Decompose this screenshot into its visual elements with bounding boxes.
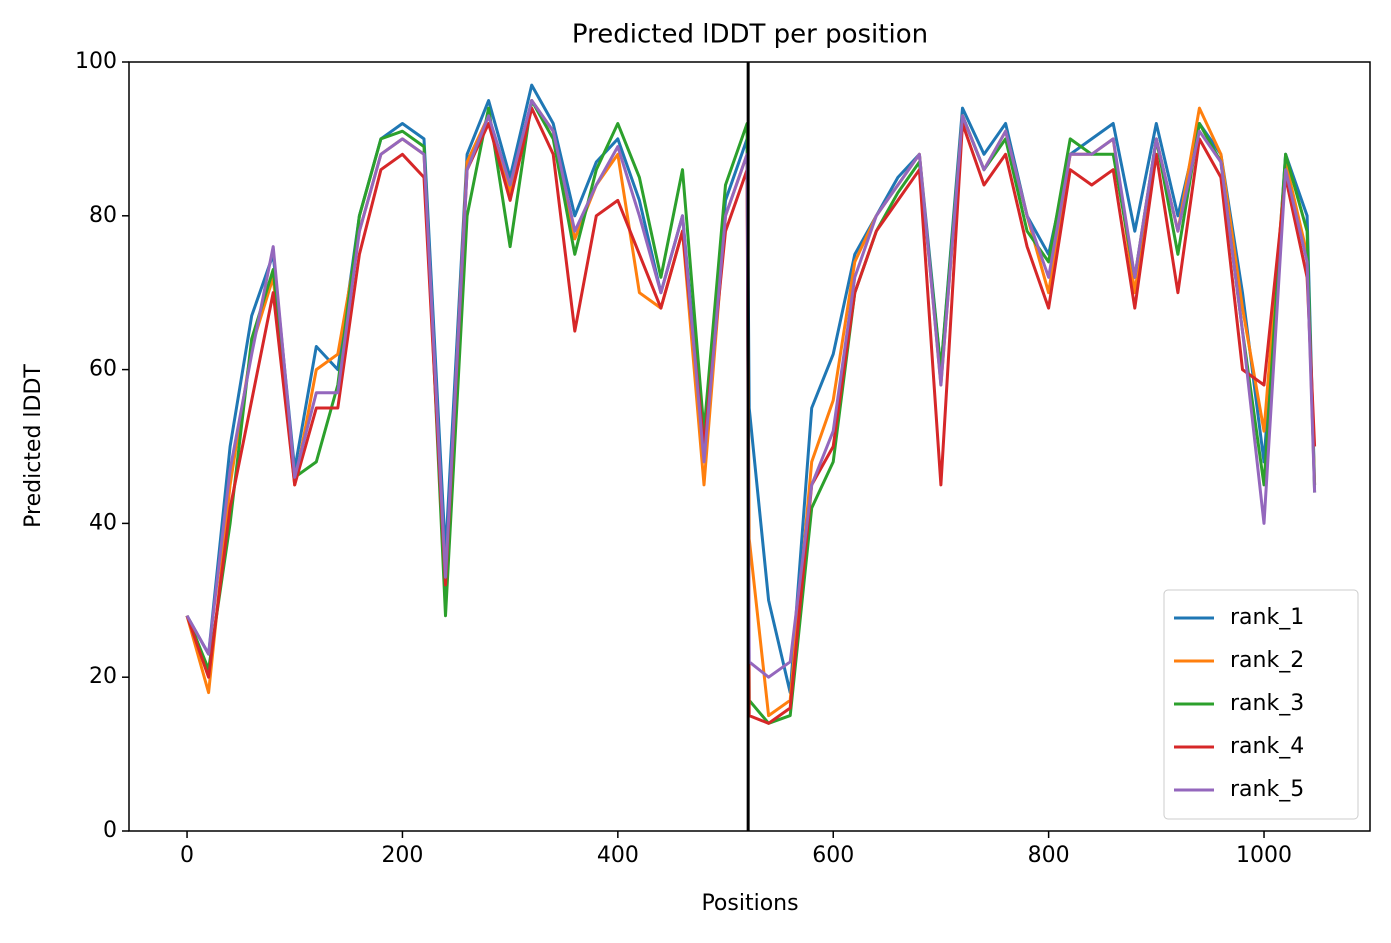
legend-label: rank_1 [1230,605,1304,630]
plot-frame [128,61,1371,832]
x-tick-label: 0 [180,843,194,868]
legend-label: rank_3 [1230,691,1304,716]
chart-title: Predicted lDDT per position [572,20,928,50]
x-tick-label: 200 [381,843,423,868]
series-line [185,99,1317,679]
y-tick-label: 20 [89,664,117,689]
x-tick-label: 400 [597,843,639,868]
legend-label: rank_2 [1230,648,1304,673]
x-tick-label: 600 [812,843,854,868]
series-line [185,99,1317,718]
series-line [185,83,1317,695]
y-tick-label: 0 [103,818,117,843]
y-tick-label: 100 [75,49,117,74]
legend-label: rank_5 [1230,777,1304,802]
x-tick-label: 1000 [1236,843,1292,868]
y-tick-label: 60 [89,357,117,382]
y-tick-label: 40 [89,510,117,535]
x-axis-label: Positions [701,891,798,916]
x-tick-label: 800 [1028,843,1070,868]
y-tick-label: 80 [89,203,117,228]
y-axis-label: Predicted lDDT [21,364,46,528]
legend-label: rank_4 [1230,734,1304,759]
legend-box [1163,589,1359,820]
